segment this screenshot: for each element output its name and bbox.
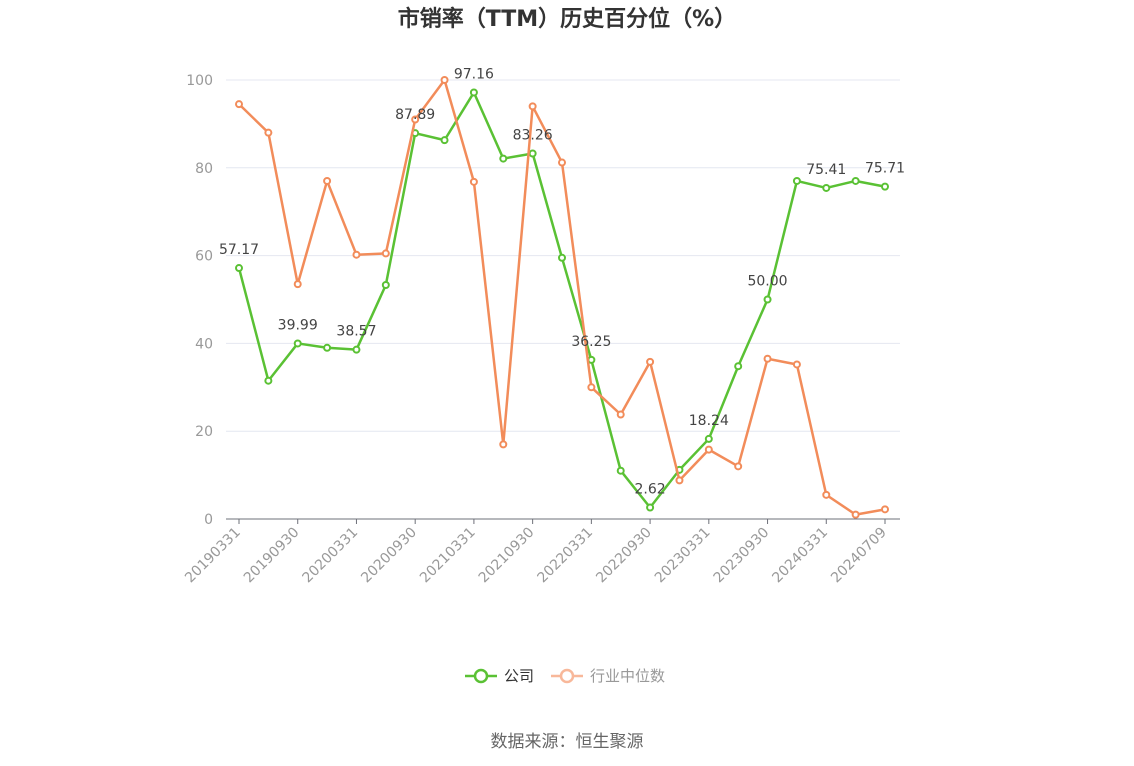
data-label: 2.62 xyxy=(635,481,666,497)
data-point xyxy=(587,383,596,392)
data-point xyxy=(352,250,361,259)
x-tick-label: 20240709 xyxy=(828,525,890,587)
legend-item-1[interactable]: 行业中位数 xyxy=(551,667,665,685)
data-point xyxy=(323,176,332,185)
x-tick-label: 20220331 xyxy=(534,525,596,587)
data-point xyxy=(469,177,478,186)
data-point xyxy=(734,462,743,471)
data-label: 57.17 xyxy=(219,242,259,258)
data-point xyxy=(293,280,302,289)
data-label: 97.16 xyxy=(454,66,494,82)
legend-marker xyxy=(473,668,489,684)
data-point xyxy=(440,136,449,145)
data-point xyxy=(616,410,625,419)
data-labels: 57.17 39.99 38.57 87.89 97.16 83.26 36.25 2.62 1… xyxy=(219,66,905,497)
data-label: 39.99 xyxy=(278,317,318,333)
data-point xyxy=(235,100,243,109)
legend-marker xyxy=(559,668,575,684)
data-point xyxy=(851,510,860,519)
legend-label: 行业中位数 xyxy=(590,667,665,685)
data-point xyxy=(763,354,772,363)
data-point xyxy=(558,158,566,167)
data-point xyxy=(528,149,537,158)
data-point xyxy=(235,264,243,273)
data-point xyxy=(528,102,537,111)
series-layer xyxy=(235,76,889,519)
data-point xyxy=(264,128,273,137)
data-point xyxy=(704,445,713,454)
y-tick-label: 0 xyxy=(204,512,213,528)
data-point xyxy=(616,466,625,475)
data-point xyxy=(704,434,713,443)
data-point xyxy=(293,339,302,348)
x-tick-label: 20210331 xyxy=(417,525,479,587)
series-line xyxy=(238,78,886,516)
data-point xyxy=(264,376,273,385)
y-tick-label: 20 xyxy=(195,424,213,440)
data-point xyxy=(323,343,332,352)
data-point xyxy=(851,176,860,185)
data-point xyxy=(411,115,420,124)
series-line xyxy=(237,91,886,509)
x-axis: 2019033120190930202003312020093020210331… xyxy=(182,518,900,587)
y-tick-label: 100 xyxy=(186,73,213,89)
x-tick-label: 20190930 xyxy=(241,525,303,587)
legend[interactable]: 公司 行业中位数 xyxy=(465,667,665,685)
data-point xyxy=(469,88,478,97)
x-tick-label: 20220930 xyxy=(593,525,655,587)
y-tick-label: 80 xyxy=(195,161,213,177)
chart-title: 市销率（TTM）历史百分位（%） xyxy=(398,6,736,32)
data-point xyxy=(381,281,390,290)
x-tick-label: 20230331 xyxy=(652,525,714,587)
data-point xyxy=(881,505,889,514)
data-label: 83.26 xyxy=(513,127,553,143)
data-label: 36.25 xyxy=(571,334,611,350)
data-label: 18.24 xyxy=(689,413,729,429)
data-label: 87.89 xyxy=(395,107,435,123)
data-label: 75.71 xyxy=(865,161,905,177)
data-point xyxy=(440,76,449,84)
y-axis-ticks: 0 20 40 60 80 100 xyxy=(186,73,213,528)
x-tick-label: 20190331 xyxy=(182,525,244,587)
data-point xyxy=(792,176,801,185)
data-point xyxy=(646,357,655,366)
data-point xyxy=(381,249,390,258)
data-point xyxy=(822,490,831,499)
x-tick-label: 20240331 xyxy=(769,525,831,587)
x-tick-label: 20200331 xyxy=(300,525,362,587)
data-label: 38.57 xyxy=(336,324,376,340)
x-tick-label: 20210930 xyxy=(476,525,538,587)
y-tick-label: 40 xyxy=(195,336,213,352)
legend-label: 公司 xyxy=(504,667,534,685)
data-point xyxy=(352,345,361,354)
series-industry-median xyxy=(235,76,889,519)
data-point xyxy=(646,503,655,512)
legend-item-0[interactable]: 公司 xyxy=(465,667,534,685)
data-point xyxy=(675,476,684,485)
data-label: 75.41 xyxy=(806,162,846,178)
series-company xyxy=(235,88,889,512)
x-tick-label: 20200930 xyxy=(358,525,420,587)
y-tick-label: 60 xyxy=(195,249,213,265)
data-point xyxy=(822,183,831,192)
source-note: 数据来源：恒生聚源 xyxy=(491,732,644,752)
data-point xyxy=(558,253,566,262)
data-point xyxy=(734,362,743,371)
data-point xyxy=(763,295,772,304)
data-point xyxy=(499,154,508,163)
x-tick-label: 20230930 xyxy=(711,525,773,587)
data-point xyxy=(499,440,508,449)
data-label: 50.00 xyxy=(747,274,787,290)
data-point xyxy=(881,182,889,191)
data-point xyxy=(792,360,801,369)
